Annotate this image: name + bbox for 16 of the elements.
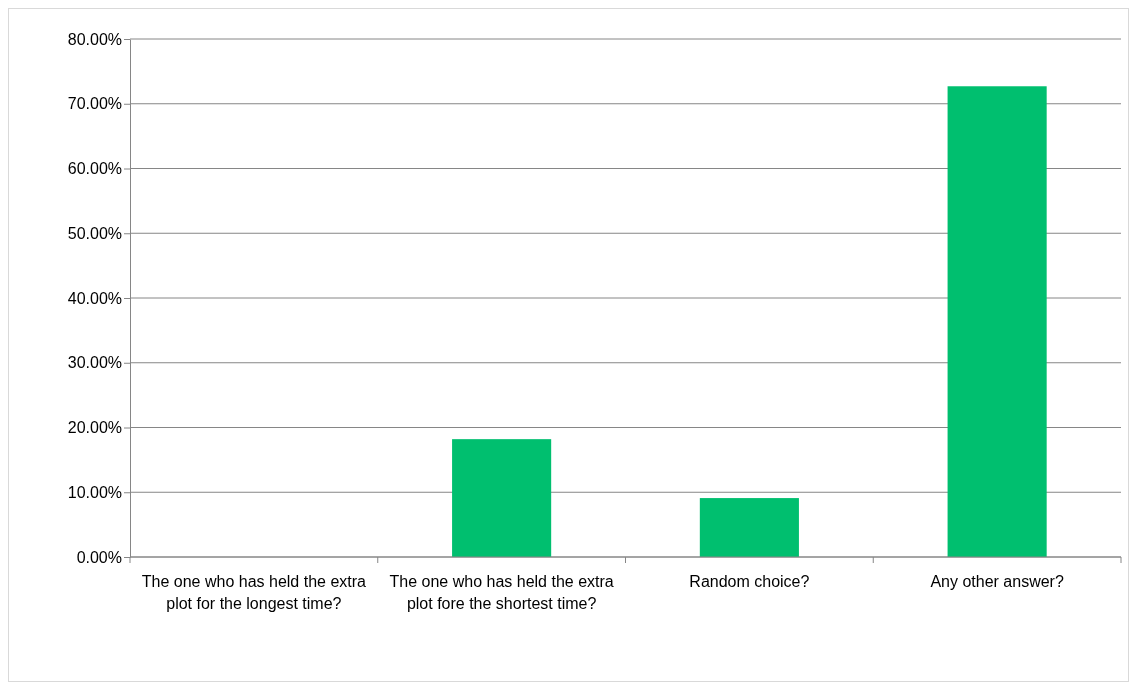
y-tick-label: 50.00% — [67, 224, 122, 242]
y-tick-label: 70.00% — [67, 95, 122, 113]
x-tick-label: Random choice? — [689, 573, 810, 590]
y-tick-label: 60.00% — [67, 160, 122, 178]
y-tick-label: 30.00% — [67, 354, 122, 372]
y-tick-label: 40.00% — [67, 289, 122, 307]
y-tick-label: 10.00% — [67, 483, 122, 501]
y-tick-label: 20.00% — [67, 419, 122, 437]
bar — [947, 86, 1047, 557]
x-tick-label: Any other answer? — [930, 573, 1064, 590]
bar — [452, 439, 552, 557]
x-tick-label: The one who has held the extra plot fore the shortest time? — [389, 573, 614, 612]
y-tick-label: 0.00% — [76, 548, 122, 566]
x-tick-label: The one who has held the extra plot for the longest time? — [141, 573, 367, 612]
y-tick-label: 80.00% — [67, 30, 122, 48]
bar — [699, 498, 799, 557]
